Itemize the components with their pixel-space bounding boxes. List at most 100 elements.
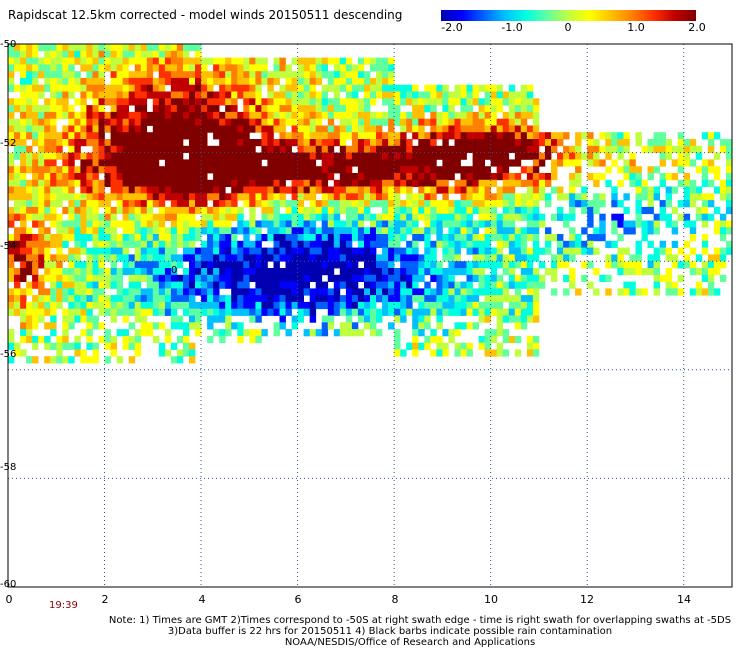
data-cell <box>339 145 347 153</box>
data-cell <box>38 159 45 167</box>
data-cell <box>8 118 15 126</box>
data-cell <box>478 274 485 282</box>
data-cell <box>170 227 178 235</box>
data-cell <box>20 71 27 79</box>
data-cell <box>321 57 329 65</box>
data-cell <box>128 159 136 167</box>
data-cell <box>376 139 383 147</box>
data-cell <box>484 349 491 357</box>
data-cell <box>291 186 298 194</box>
data-cell <box>641 220 648 228</box>
data-cell <box>146 301 154 310</box>
data-cell <box>490 118 498 126</box>
data-cell <box>502 281 510 289</box>
data-cell <box>128 57 136 65</box>
data-cell <box>707 145 715 153</box>
data-cell <box>140 274 148 282</box>
data-cell <box>394 173 401 181</box>
data-cell <box>134 179 142 187</box>
data-cell <box>74 335 81 344</box>
data-cell <box>424 152 431 160</box>
data-cell <box>255 179 262 187</box>
data-cell <box>394 281 401 289</box>
data-cell <box>442 152 449 160</box>
data-cell <box>641 234 648 242</box>
data-cell <box>279 64 286 72</box>
x-tick-label: 4 <box>198 593 206 606</box>
data-cell <box>122 173 129 181</box>
data-cell <box>68 84 75 92</box>
data-cell <box>279 57 286 65</box>
data-cell <box>122 118 129 126</box>
data-cell <box>164 295 172 303</box>
data-cell <box>460 105 467 113</box>
data-cell <box>213 254 220 262</box>
data-cell <box>351 179 359 187</box>
data-cell <box>98 308 105 316</box>
data-cell <box>339 254 347 262</box>
data-cell <box>599 159 606 167</box>
data-cell <box>526 173 534 181</box>
data-cell <box>98 71 105 79</box>
data-cell <box>255 64 262 72</box>
data-cell <box>394 295 401 303</box>
data-cell <box>152 132 160 140</box>
data-cell <box>38 132 45 140</box>
data-cell <box>412 159 419 167</box>
data-cell <box>460 268 467 276</box>
data-cell <box>593 200 600 208</box>
data-cell <box>44 193 51 201</box>
data-cell <box>508 118 516 126</box>
contour-label: 0 <box>171 265 178 276</box>
data-cell <box>557 152 564 160</box>
data-cell <box>261 166 268 174</box>
data-cell <box>158 50 166 58</box>
data-cell <box>315 227 323 235</box>
data-cell <box>189 179 196 187</box>
data-cell <box>146 322 154 330</box>
data-cell <box>376 227 383 235</box>
data-cell <box>32 166 39 174</box>
data-cell <box>20 98 27 106</box>
data-cell <box>629 281 636 289</box>
data-cell <box>279 254 286 262</box>
data-cell <box>50 308 57 316</box>
data-cell <box>351 301 359 310</box>
data-cell <box>183 288 190 296</box>
data-cell <box>291 322 298 330</box>
data-cell <box>490 301 498 310</box>
note-line: 3)Data buffer is 22 hrs for 20150511 4) … <box>167 626 613 637</box>
data-cell <box>357 254 365 262</box>
data-cell <box>86 44 93 52</box>
data-cell <box>339 240 347 248</box>
data-cell <box>424 206 431 215</box>
data-cell <box>86 268 93 276</box>
data-cell <box>454 213 461 221</box>
data-cell <box>418 274 425 282</box>
data-cell <box>201 111 208 120</box>
data-cell <box>647 227 654 235</box>
data-cell <box>653 213 660 221</box>
data-cell <box>291 268 298 276</box>
data-cell <box>279 234 286 242</box>
data-cell <box>394 213 401 221</box>
data-cell <box>20 57 27 65</box>
data-cell <box>50 186 57 194</box>
data-cell <box>713 220 721 228</box>
data-cell <box>98 111 105 120</box>
data-cell <box>623 288 630 296</box>
data-cell <box>677 288 685 296</box>
data-cell <box>484 288 491 296</box>
data-cell <box>14 342 21 350</box>
data-cell <box>719 220 727 228</box>
data-cell <box>575 139 582 147</box>
data-cell <box>291 179 298 187</box>
data-cell <box>56 295 63 303</box>
data-cell <box>98 274 105 282</box>
data-cell <box>207 152 214 160</box>
data-cell <box>376 77 383 86</box>
data-cell <box>448 281 455 289</box>
data-cell <box>599 193 606 201</box>
data-cell <box>297 295 304 303</box>
data-cell <box>394 240 401 248</box>
